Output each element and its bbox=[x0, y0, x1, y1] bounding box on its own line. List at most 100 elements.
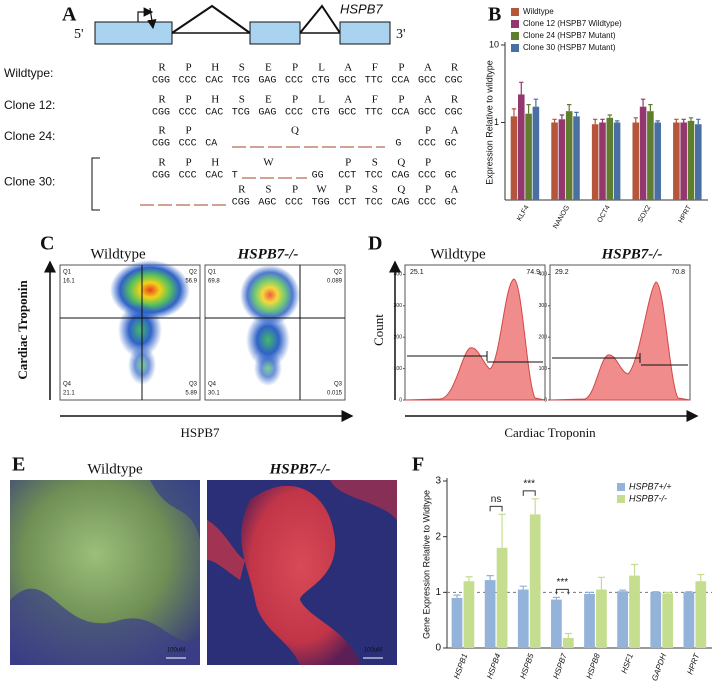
error-bar bbox=[597, 576, 606, 590]
scale-bar-label: 100uM bbox=[364, 648, 382, 654]
significance-bracket bbox=[555, 588, 569, 595]
amino-acid: S bbox=[239, 62, 245, 74]
y-tick-label: 2 bbox=[435, 531, 441, 542]
amino-acid: P bbox=[186, 62, 192, 74]
amino-acid: P bbox=[186, 125, 192, 137]
codon: CCT bbox=[338, 198, 356, 209]
codon: GC bbox=[445, 171, 457, 182]
panel-label: A bbox=[62, 4, 77, 26]
gene-name: HSPB7 bbox=[340, 1, 383, 16]
amino-acid: R bbox=[158, 125, 166, 137]
amino-acid: R bbox=[158, 157, 166, 169]
error-bar bbox=[633, 117, 638, 123]
codon: TCG bbox=[232, 108, 250, 119]
gate-value: 70.8 bbox=[671, 269, 685, 276]
significance-bracket bbox=[489, 505, 503, 512]
bar bbox=[695, 124, 702, 200]
codon: CTG bbox=[312, 108, 330, 119]
codon: CCC bbox=[285, 198, 303, 209]
error-bar bbox=[566, 104, 572, 112]
error-bar bbox=[648, 104, 653, 112]
bar bbox=[517, 589, 529, 648]
error-bar bbox=[674, 118, 679, 123]
error-bar bbox=[559, 114, 565, 120]
y-tick-label: 200 bbox=[539, 335, 548, 341]
error-bar bbox=[564, 632, 572, 638]
x-tick-label: KLF4 bbox=[516, 204, 530, 222]
x-tick-label: GAPDH bbox=[650, 652, 668, 682]
error-bar bbox=[585, 591, 594, 595]
error-bar bbox=[630, 563, 639, 576]
amino-acid: A bbox=[344, 94, 352, 106]
x-axis-label: Cardiac Troponin bbox=[504, 425, 596, 440]
bar bbox=[654, 122, 661, 200]
amino-acid: P bbox=[292, 94, 298, 106]
error-bar bbox=[655, 120, 660, 123]
panel-label: F bbox=[412, 454, 424, 476]
plot-title: HSPB7-/- bbox=[601, 246, 663, 262]
codon: TTC bbox=[365, 108, 383, 119]
y-tick-label: 100 bbox=[539, 366, 548, 372]
x-tick-label: HSPB5 bbox=[518, 652, 536, 680]
bar bbox=[650, 592, 662, 648]
bar bbox=[517, 94, 525, 200]
legend-swatch bbox=[511, 8, 519, 16]
codon: GCC bbox=[418, 76, 436, 87]
legend-label: HSPB7+/+ bbox=[629, 481, 672, 491]
y-tick-label: 300 bbox=[539, 303, 548, 309]
error-bar bbox=[552, 118, 557, 123]
codon: GAG bbox=[258, 76, 276, 87]
gate-value: 74.9 bbox=[526, 269, 540, 276]
bar bbox=[673, 122, 680, 200]
panel-label: C bbox=[40, 233, 54, 255]
amino-acid: P bbox=[425, 157, 431, 169]
bar bbox=[695, 581, 707, 648]
amino-acid: S bbox=[239, 94, 245, 106]
bar bbox=[639, 106, 647, 200]
codon: TGG bbox=[312, 198, 330, 209]
x-axis-label: HSPB7 bbox=[180, 425, 220, 440]
error-bar bbox=[607, 114, 612, 118]
codon: CGG bbox=[152, 76, 170, 87]
amino-acid: P bbox=[345, 157, 351, 169]
codon: TCC bbox=[365, 171, 383, 182]
codon: CCC bbox=[179, 108, 197, 119]
codon: GC bbox=[445, 198, 457, 209]
bar bbox=[687, 120, 695, 200]
quadrant-name: Q2 bbox=[334, 270, 343, 276]
y-tick-label: 400 bbox=[394, 272, 403, 278]
bar bbox=[629, 575, 640, 648]
error-bar bbox=[465, 576, 473, 582]
bar bbox=[613, 122, 621, 200]
bar bbox=[662, 593, 674, 648]
amino-acid: A bbox=[424, 94, 432, 106]
quadrant-name: Q2 bbox=[189, 270, 198, 276]
amino-acid: H bbox=[211, 157, 219, 169]
quadrant-value: 69.8 bbox=[208, 279, 220, 285]
amino-acid: E bbox=[265, 94, 272, 106]
error-bar bbox=[685, 591, 693, 593]
y-tick-label: 100 bbox=[394, 366, 403, 372]
x-tick-label: HSF1 bbox=[620, 652, 635, 674]
codon: CCA bbox=[391, 108, 409, 119]
clone-30-bracket bbox=[91, 157, 100, 211]
legend-swatch bbox=[617, 483, 625, 491]
bar bbox=[451, 597, 463, 648]
codon: CCT bbox=[338, 171, 356, 182]
error-bar bbox=[614, 120, 620, 123]
y-axis-label: Cardiac Troponin bbox=[15, 280, 30, 380]
amino-acid: P bbox=[292, 62, 298, 74]
bar bbox=[484, 580, 496, 648]
amino-acid: A bbox=[451, 125, 459, 137]
bar bbox=[591, 124, 599, 200]
amino-acid: P bbox=[398, 94, 404, 106]
clone-label: Clone 30: bbox=[4, 175, 55, 189]
y-tick-label: 1 bbox=[435, 587, 441, 598]
error-bar bbox=[519, 81, 524, 95]
legend-label: Clone 12 (HSPB7 Wildtype) bbox=[523, 19, 622, 28]
codon: CGG bbox=[152, 139, 170, 150]
quadrant-value: 5.89 bbox=[185, 391, 197, 397]
legend-label: Clone 30 (HSPB7 Mutant) bbox=[523, 43, 616, 52]
bar bbox=[496, 547, 508, 648]
